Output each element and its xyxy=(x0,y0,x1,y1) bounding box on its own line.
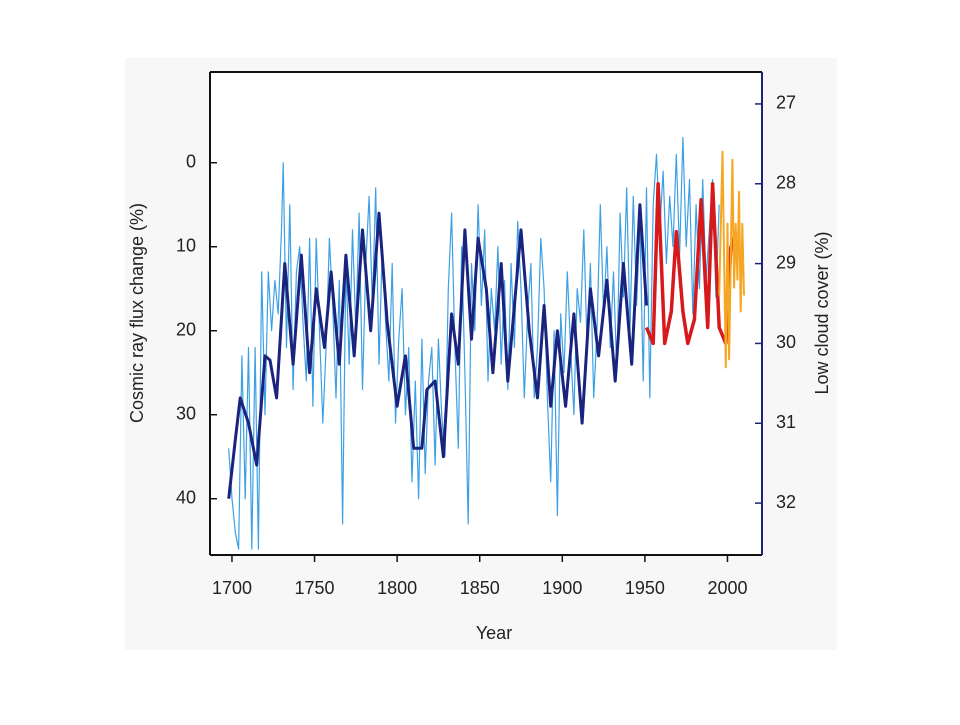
x-tick-label: 2000 xyxy=(707,578,747,598)
x-axis-label: Year xyxy=(476,623,512,643)
x-tick-label: 1850 xyxy=(460,578,500,598)
y2-tick-label: 31 xyxy=(776,412,796,432)
y-axis-label: Cosmic ray flux change (%) xyxy=(127,203,147,423)
y2-tick-label: 30 xyxy=(776,332,796,352)
x-tick-label: 1750 xyxy=(295,578,335,598)
y-tick-label: 10 xyxy=(176,235,196,255)
y-tick-label: 30 xyxy=(176,403,196,423)
y2-tick-label: 28 xyxy=(776,173,796,193)
y-tick-label: 40 xyxy=(176,487,196,507)
y2-tick-label: 29 xyxy=(776,252,796,272)
series-line xyxy=(644,182,738,346)
series-line xyxy=(718,150,745,369)
y2-tick-label: 32 xyxy=(776,492,796,512)
x-tick-label: 1800 xyxy=(377,578,417,598)
y2-axis-label: Low cloud cover (%) xyxy=(812,231,832,394)
y-tick-label: 20 xyxy=(176,319,196,339)
x-tick-label: 1950 xyxy=(625,578,665,598)
y2-tick-label: 27 xyxy=(776,93,796,113)
y-tick-label: 0 xyxy=(186,151,196,171)
series-line xyxy=(227,203,648,499)
x-tick-label: 1700 xyxy=(212,578,252,598)
x-tick-label: 1900 xyxy=(542,578,582,598)
